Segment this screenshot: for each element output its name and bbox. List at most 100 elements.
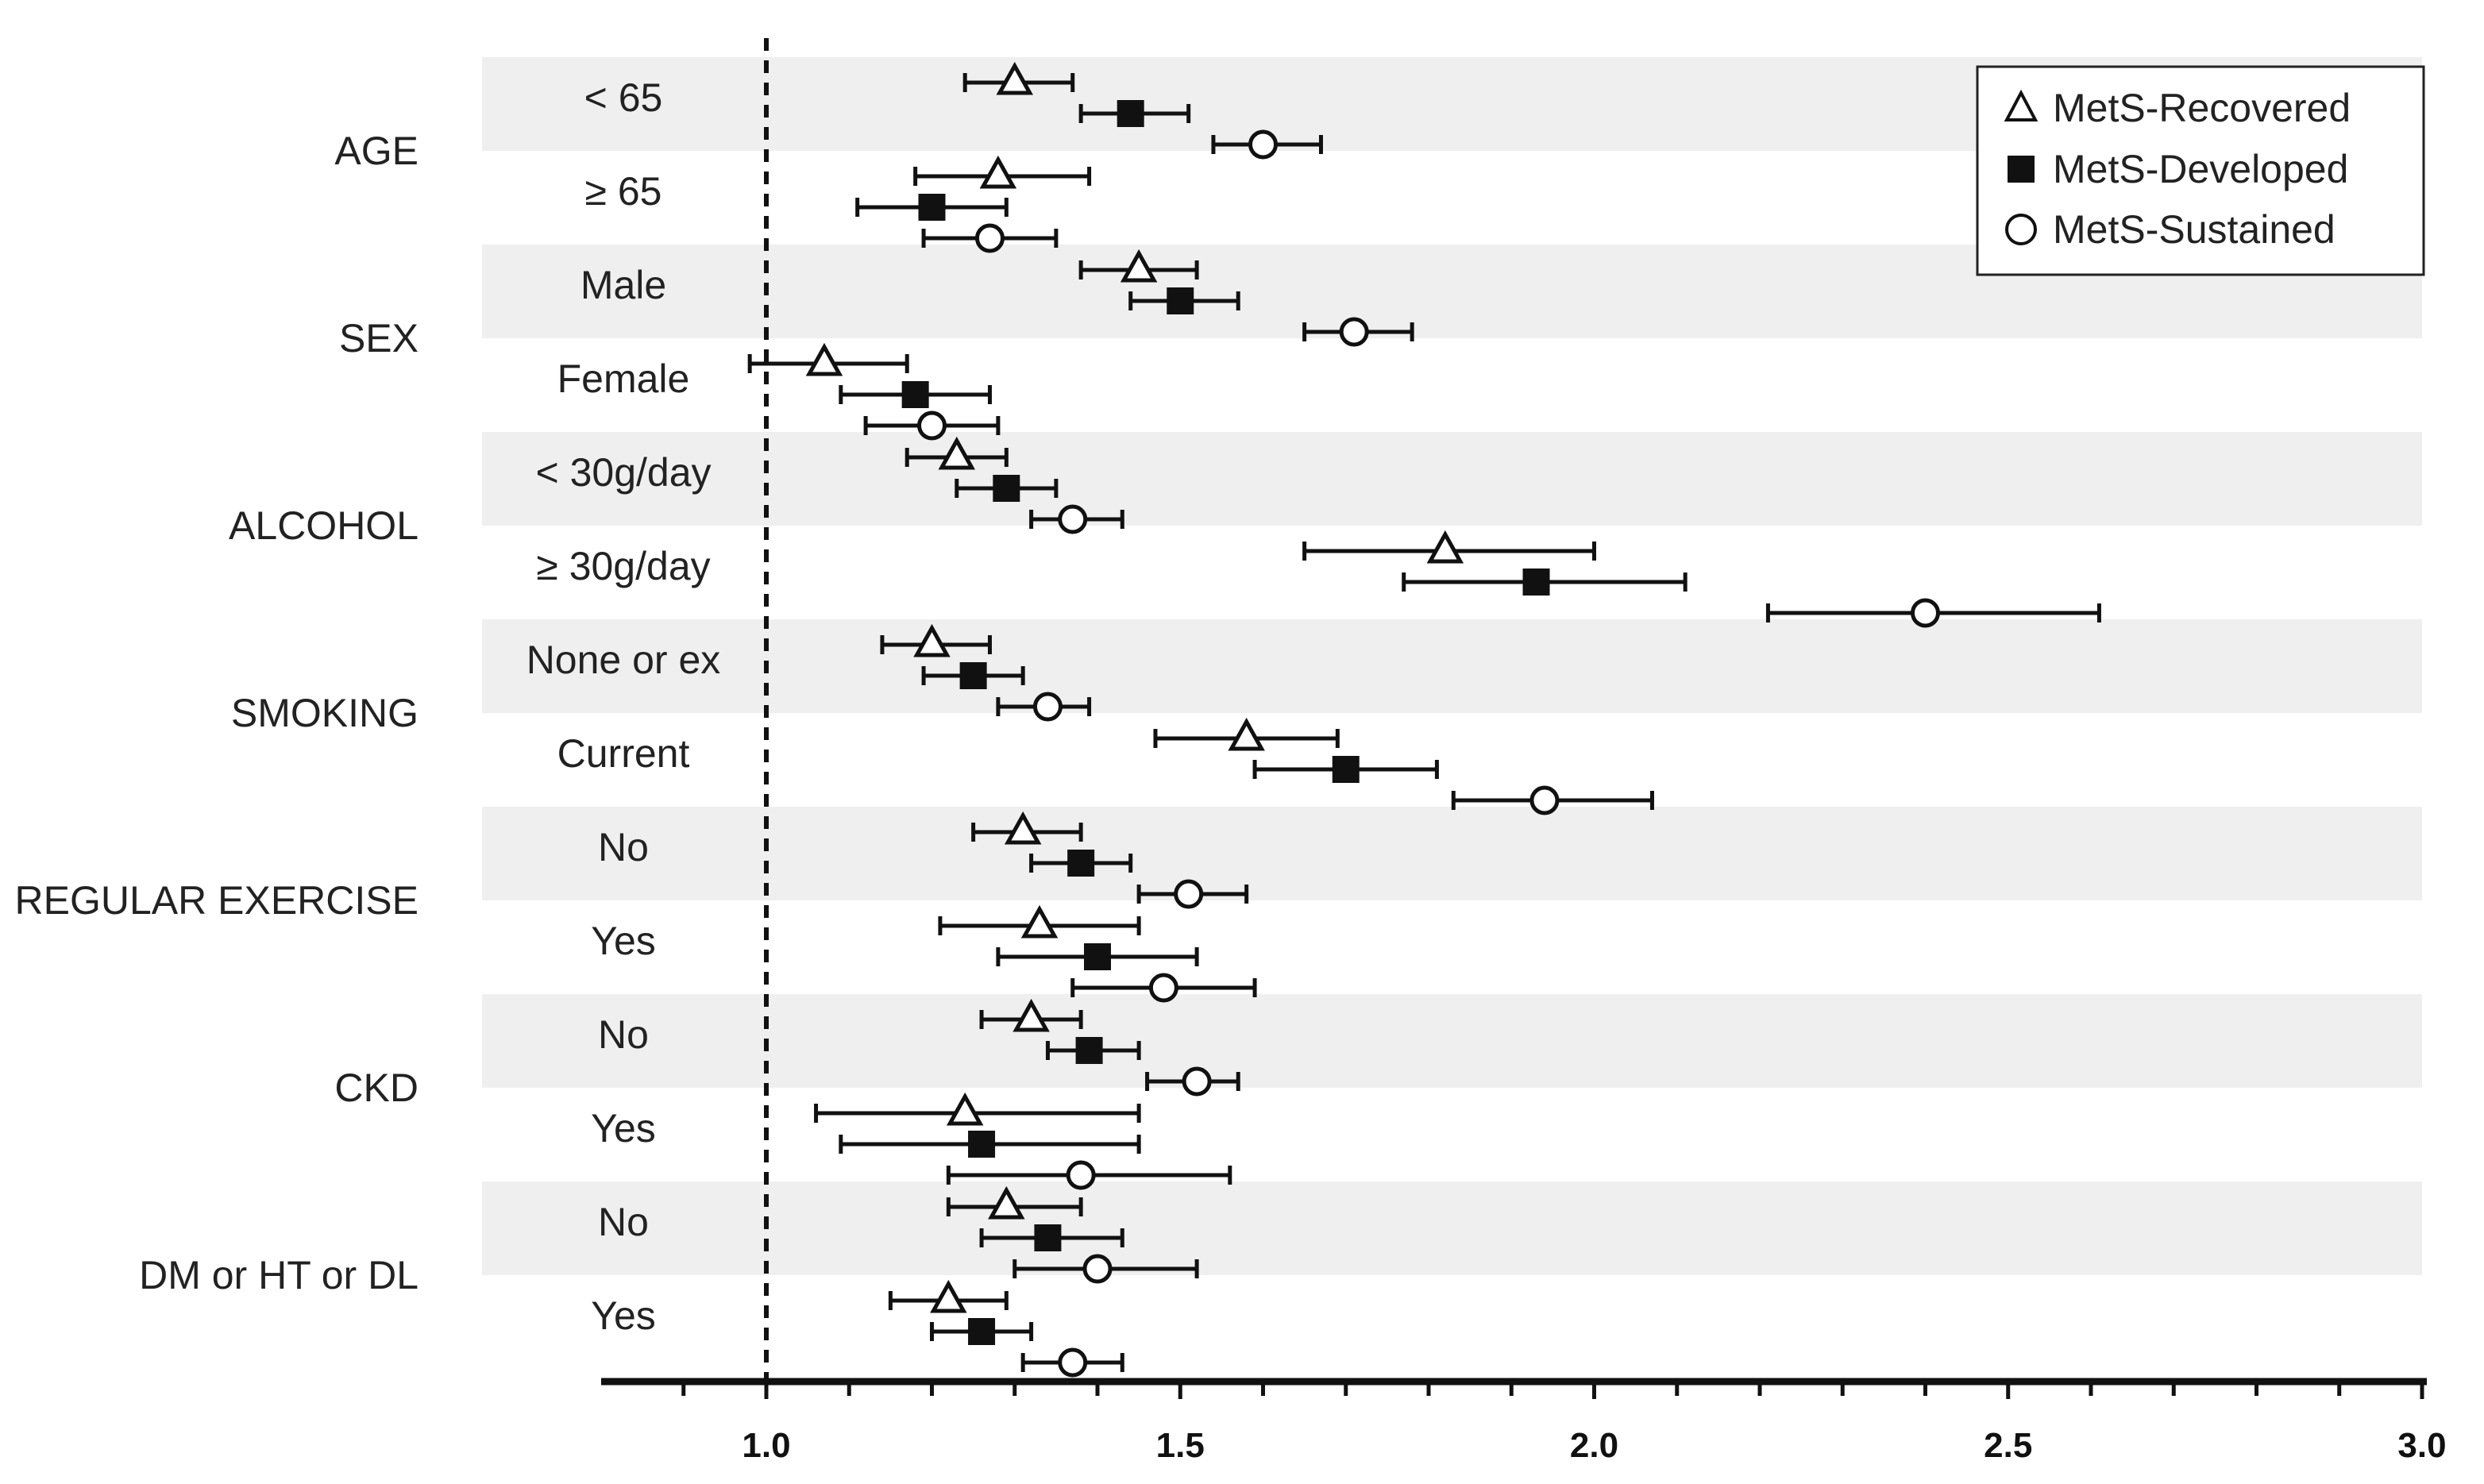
ci-mets-sustained bbox=[996, 692, 1092, 722]
legend-box bbox=[1976, 65, 2425, 276]
point-triangle bbox=[938, 436, 976, 470]
ci-mets-recovered bbox=[913, 155, 1092, 189]
subgroup-label: Yes bbox=[591, 1293, 656, 1338]
legend-triangle-icon bbox=[2004, 89, 2038, 121]
point-circle bbox=[1182, 1066, 1212, 1097]
ci-mets-developed bbox=[1128, 287, 1240, 314]
row-band bbox=[482, 807, 2422, 900]
point-triangle bbox=[979, 155, 1017, 189]
point-triangle bbox=[1426, 530, 1464, 564]
ci-mets-sustained bbox=[1020, 1347, 1124, 1378]
point-circle bbox=[917, 411, 947, 441]
point-triangle bbox=[946, 1092, 984, 1126]
ci-mets-sustained bbox=[1136, 879, 1249, 909]
point-square bbox=[1067, 850, 1095, 877]
point-circle bbox=[1339, 317, 1369, 347]
row-band bbox=[482, 1181, 2422, 1275]
category-label: ALCOHOL bbox=[229, 503, 418, 548]
ci-mets-sustained bbox=[1302, 317, 1414, 347]
subgroup-label: None or ex bbox=[526, 638, 721, 682]
legend: MetS-Recovered MetS-Developed MetS-Susta… bbox=[1976, 65, 2425, 276]
point-triangle bbox=[1012, 998, 1050, 1032]
point-square bbox=[1084, 943, 1111, 970]
subgroup-label: ≥ 65 bbox=[585, 169, 662, 214]
point-circle bbox=[1174, 879, 1204, 909]
point-circle bbox=[1248, 129, 1278, 160]
point-square bbox=[1522, 569, 1550, 596]
point-circle bbox=[1911, 598, 1940, 628]
legend-circle-icon bbox=[2005, 214, 2037, 245]
point-circle bbox=[1148, 973, 1178, 1003]
ci-mets-sustained bbox=[1145, 1066, 1240, 1097]
ci-mets-recovered bbox=[904, 436, 1009, 470]
ci-mets-developed bbox=[1029, 850, 1133, 877]
ci-mets-recovered bbox=[747, 342, 909, 376]
point-square bbox=[968, 1318, 996, 1345]
point-triangle bbox=[1004, 811, 1042, 845]
category-label: SEX bbox=[339, 316, 418, 360]
ci-mets-sustained bbox=[863, 411, 1001, 441]
ci-mets-recovered bbox=[888, 1279, 1009, 1313]
ci-mets-developed bbox=[930, 1318, 1034, 1345]
point-triangle bbox=[988, 1185, 1025, 1220]
ci-mets-recovered bbox=[814, 1092, 1141, 1126]
legend-label-developed: MetS-Developed bbox=[2053, 147, 2348, 191]
point-square bbox=[959, 662, 987, 689]
ci-mets-recovered bbox=[880, 623, 992, 657]
ci-mets-sustained bbox=[1029, 504, 1124, 534]
subgroup-label: Male bbox=[580, 263, 666, 307]
ci-mets-sustained bbox=[1070, 973, 1257, 1003]
point-triangle bbox=[1120, 249, 1158, 283]
point-square bbox=[1167, 287, 1194, 314]
ci-mets-developed bbox=[839, 381, 992, 408]
ci-mets-recovered bbox=[1302, 530, 1596, 564]
category-label: AGE bbox=[334, 129, 418, 173]
ci-mets-sustained bbox=[946, 1160, 1232, 1190]
ci-mets-sustained bbox=[1211, 129, 1323, 160]
point-triangle bbox=[996, 61, 1034, 95]
subgroup-label: < 65 bbox=[584, 75, 663, 120]
ci-mets-recovered bbox=[1153, 717, 1340, 751]
point-square bbox=[968, 1131, 996, 1158]
ci-mets-developed bbox=[996, 943, 1199, 970]
point-triangle bbox=[805, 342, 843, 376]
point-circle bbox=[1032, 692, 1063, 722]
ci-mets-recovered bbox=[938, 904, 1141, 939]
ci-mets-sustained bbox=[1765, 598, 2101, 628]
point-circle bbox=[1066, 1160, 1096, 1190]
subgroup-label: Female bbox=[557, 357, 690, 401]
x-tick-label: 2.0 bbox=[1570, 1426, 1618, 1465]
row-band bbox=[482, 619, 2422, 713]
point-square bbox=[993, 475, 1020, 502]
point-square bbox=[1075, 1037, 1103, 1064]
x-tick-label: 2.5 bbox=[1984, 1426, 2032, 1465]
point-triangle bbox=[930, 1279, 967, 1313]
category-label: DM or HT or DL bbox=[139, 1253, 418, 1297]
ci-mets-developed bbox=[839, 1131, 1141, 1158]
ci-mets-developed bbox=[921, 662, 1025, 689]
category-label: SMOKING bbox=[231, 691, 418, 735]
legend-label-sustained: MetS-Sustained bbox=[2053, 207, 2336, 252]
subgroup-label: Yes bbox=[591, 919, 656, 963]
point-square bbox=[918, 194, 946, 221]
x-tick-label: 3.0 bbox=[2397, 1426, 2446, 1465]
ci-mets-sustained bbox=[921, 223, 1059, 253]
data-marks bbox=[747, 61, 2101, 1378]
subgroup-label: Yes bbox=[591, 1106, 656, 1151]
point-circle bbox=[1082, 1254, 1113, 1284]
ci-mets-developed bbox=[955, 475, 1059, 502]
subgroup-label: No bbox=[598, 825, 649, 869]
ci-mets-recovered bbox=[979, 998, 1083, 1032]
ci-mets-developed bbox=[855, 194, 1009, 221]
point-circle bbox=[1058, 504, 1088, 534]
ci-mets-developed bbox=[1252, 756, 1439, 783]
ci-mets-developed bbox=[1078, 100, 1191, 127]
ci-mets-sustained bbox=[1451, 785, 1654, 815]
ci-mets-sustained bbox=[1012, 1254, 1199, 1284]
subgroup-label: < 30g/day bbox=[535, 450, 711, 495]
point-circle bbox=[974, 223, 1005, 253]
point-triangle bbox=[1228, 717, 1265, 751]
subgroup-label: ≥ 30g/day bbox=[536, 544, 710, 588]
ci-mets-developed bbox=[1045, 1037, 1141, 1064]
point-square bbox=[1117, 100, 1144, 127]
